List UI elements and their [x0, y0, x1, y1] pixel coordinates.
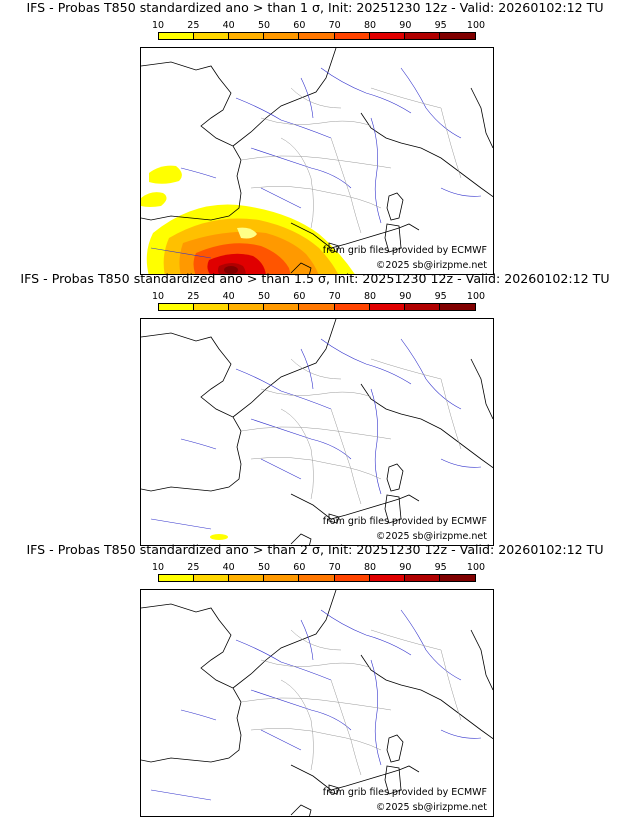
colorbar-segment: [159, 304, 195, 310]
colorbar-segment: [334, 33, 370, 39]
colorbar-segment: [194, 33, 230, 39]
colorbar-tick-label: 95: [434, 291, 447, 302]
colorbar-tick-label: 50: [257, 20, 271, 31]
borders: [240, 87, 462, 234]
colorbar-segment: [229, 575, 265, 581]
data-source-credit: from grib files provided by ECMWF: [322, 245, 487, 256]
colorbar-segment: [264, 575, 300, 581]
copyright-credit: ©2025 sb@irizpme.net: [375, 260, 487, 271]
colorbar-tick-label: 100: [466, 291, 486, 302]
colorbar-segment: [404, 575, 440, 581]
colorbar-tick-label: 25: [187, 291, 200, 302]
colorbar-segment: [264, 33, 300, 39]
colorbar-tick-label: 90: [399, 562, 412, 573]
colorbar-tick-label: 40: [222, 20, 235, 31]
map: from grib files provided by ECMWF ©2025 …: [140, 47, 494, 275]
colorbar-segment: [334, 575, 370, 581]
colorbar-segment: [439, 575, 475, 581]
colorbar-segment: [404, 33, 440, 39]
colorbar-tick-label: 10: [151, 291, 165, 302]
colorbar-ticks: 10 25 40 50 60 70 80 90 95 100: [152, 562, 485, 573]
colorbar-tick-label: 100: [466, 562, 486, 573]
colorbar-segment: [369, 575, 405, 581]
colorbar: 10 25 40 50 60 70 80 90 95 100: [152, 291, 485, 314]
colorbar-tick-label: 25: [187, 562, 200, 573]
data-source-credit: from grib files provided by ECMWF: [322, 516, 487, 527]
copyright-credit: ©2025 sb@irizpme.net: [375, 802, 487, 813]
colorbar-segment: [229, 304, 265, 310]
colorbar-tick-label: 10: [151, 20, 165, 31]
map-drawing: [141, 590, 493, 816]
colorbar-tick-label: 70: [328, 291, 341, 302]
colorbar-segment: [194, 304, 230, 310]
colorbar-tick-label: 70: [328, 562, 341, 573]
data-source-credit: from grib files provided by ECMWF: [322, 787, 487, 798]
colorbar-segment: [334, 304, 370, 310]
rivers: [150, 338, 482, 530]
colorbar-tick-label: 10: [151, 562, 165, 573]
rivers: [150, 67, 482, 259]
colorbar-tick-label: 25: [187, 20, 200, 31]
colorbar-segment: [194, 575, 230, 581]
rivers: [150, 609, 482, 801]
map-drawing: [141, 48, 493, 274]
colorbar-segment: [299, 33, 335, 39]
colorbar-segment: [439, 304, 475, 310]
colorbar-segment: [369, 304, 405, 310]
colorbar-tick-label: 90: [399, 291, 412, 302]
colorbar-tick-label: 95: [434, 562, 447, 573]
colorbar-ticks: 10 25 40 50 60 70 80 90 95 100: [152, 291, 485, 302]
borders: [240, 358, 462, 505]
colorbar-tick-label: 60: [293, 20, 306, 31]
colorbar-tick-label: 50: [257, 291, 271, 302]
colorbar-tick-label: 90: [399, 20, 412, 31]
panel-title: IFS - Probas T850 standardized ano > tha…: [26, 0, 604, 15]
colorbar-tick-label: 95: [434, 20, 447, 31]
colorbar-bar: [158, 303, 476, 311]
colorbar-tick-label: 60: [293, 291, 306, 302]
colorbar-tick-label: 40: [222, 562, 235, 573]
probability-field: [141, 165, 355, 274]
colorbar: 10 25 40 50 60 70 80 90 95 100: [152, 20, 485, 43]
coastlines: [141, 590, 493, 816]
panel-title: IFS - Probas T850 standardized ano > tha…: [20, 271, 610, 286]
colorbar-tick-label: 60: [293, 562, 306, 573]
colorbar-segment: [264, 304, 300, 310]
colorbar-tick-label: 100: [466, 20, 486, 31]
colorbar-tick-label: 80: [363, 291, 377, 302]
colorbar-segment: [439, 33, 475, 39]
colorbar-tick-label: 80: [363, 562, 377, 573]
colorbar-tick-label: 50: [257, 562, 271, 573]
borders: [240, 629, 462, 776]
colorbar-segment: [404, 304, 440, 310]
colorbar-ticks: 10 25 40 50 60 70 80 90 95 100: [152, 20, 485, 31]
colorbar-bar: [158, 32, 476, 40]
colorbar-segment: [369, 33, 405, 39]
copyright-credit: ©2025 sb@irizpme.net: [375, 531, 487, 542]
colorbar-bar: [158, 574, 476, 582]
probability-field: [210, 534, 228, 540]
colorbar-segment: [299, 575, 335, 581]
coastlines: [141, 48, 493, 274]
colorbar-segment: [229, 33, 265, 39]
colorbar-tick-label: 40: [222, 291, 235, 302]
colorbar-segment: [159, 33, 195, 39]
colorbar-tick-label: 80: [363, 20, 377, 31]
coastlines: [141, 319, 493, 545]
colorbar-segment: [159, 575, 195, 581]
map-drawing: [141, 319, 493, 545]
map: from grib files provided by ECMWF ©2025 …: [140, 318, 494, 546]
colorbar-tick-label: 70: [328, 20, 341, 31]
map: from grib files provided by ECMWF ©2025 …: [140, 589, 494, 817]
colorbar-segment: [299, 304, 335, 310]
panel-title: IFS - Probas T850 standardized ano > tha…: [26, 542, 604, 557]
colorbar: 10 25 40 50 60 70 80 90 95 100: [152, 562, 485, 585]
